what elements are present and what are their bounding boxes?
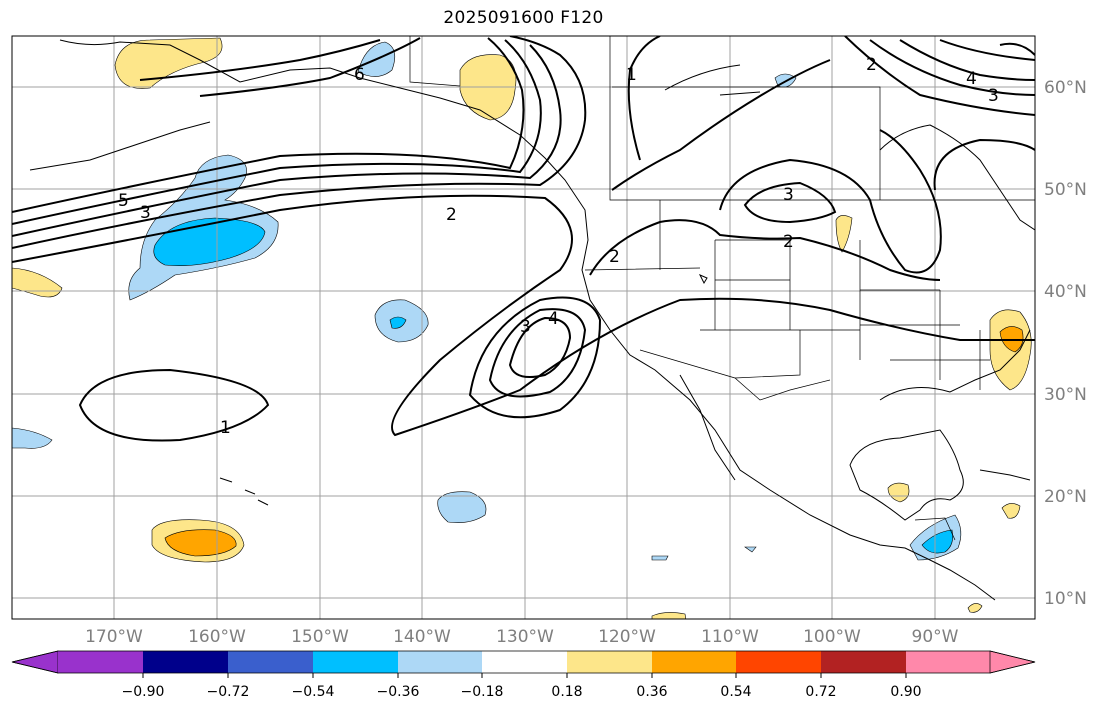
contour-label: 5 [118,191,129,211]
colorbar-segment [821,651,906,673]
negative-anomaly-core [389,316,407,329]
map-title: 2025091600 F120 [443,8,604,28]
latitude-label: 60°N [1044,78,1087,98]
colorbar-segment [736,651,821,673]
contour-label: 4 [966,69,977,89]
colorbar-tick-label: 0.72 [805,684,836,700]
positive-anomaly-region [651,612,687,619]
positive-anomaly-region [114,37,223,89]
longitude-axis: 170°W 160°W 150°W 140°W 130°W 120°W 110°… [85,627,959,647]
positive-anomaly-region [887,482,910,503]
colorbar-tick-label: −0.72 [207,684,250,700]
negative-anomaly-region [651,555,669,561]
colorbar-outline [11,650,1036,674]
negative-anomaly-core [921,529,953,554]
contour-label: 1 [220,418,231,438]
contour-lines [12,36,1035,442]
longitude-label: 140°W [393,627,451,647]
colorbar-tick-label: −0.54 [292,684,335,700]
contour-label: 3 [140,203,151,223]
positive-anomaly-region [12,267,63,298]
colorbar-tick-label: −0.90 [122,684,165,700]
colorbar-tick-label: 0.54 [720,684,751,700]
negative-anomaly-region [744,546,757,553]
longitude-label: 100°W [803,627,861,647]
positive-anomaly-region [835,215,853,253]
political-borders [409,36,1035,541]
longitude-label: 130°W [496,627,554,647]
map-frame [11,35,1036,620]
colorbar-segment [906,651,990,673]
colorbar-tick-label: 0.90 [890,684,921,700]
longitude-label: 120°W [598,627,656,647]
contour-label: 2 [783,232,794,252]
longitude-label: 90°W [912,627,959,647]
colorbar-tick-label: −0.18 [461,684,504,700]
latitude-label: 10°N [1044,589,1087,609]
contour-label: 3 [520,317,531,337]
colorbar-segment [482,651,567,673]
positive-anomaly-region [1001,503,1021,519]
positive-anomaly-core [164,529,237,557]
colorbar-segment [567,651,652,673]
longitude-label: 160°W [188,627,246,647]
colorbar-extend-min [11,650,59,674]
positive-anomaly-region [967,603,983,613]
coastlines [29,39,1035,601]
colorbar-segment [143,651,228,673]
longitude-label: 110°W [701,627,759,647]
negative-anomaly-region [12,427,53,449]
latitude-axis: 60°N 50°N 40°N 30°N 20°N 10°N [1044,78,1087,609]
longitude-label: 170°W [85,627,143,647]
contour-label: 2 [446,205,457,225]
contour-label: 1 [626,65,637,85]
colorbar-segment [398,651,482,673]
contour-label: 3 [783,185,794,205]
contour-label: 6 [354,65,365,85]
colorbar-tick-label: 0.18 [551,684,582,700]
colorbar: −0.90 −0.72 −0.54 −0.36 −0.18 0.18 0.36 … [11,650,1036,700]
contour-label: 2 [866,55,877,75]
latitude-label: 40°N [1044,282,1087,302]
contour-labels: 5 3 2 6 1 2 4 3 3 2 2 3 4 1 [118,55,999,438]
contour-label: 4 [548,309,559,329]
colorbar-tick-label: 0.36 [636,684,667,700]
contour-label: 3 [988,86,999,106]
map-area: 5 3 2 6 1 2 4 3 3 2 2 3 4 1 [12,36,1035,619]
colorbar-tick-label: −0.36 [377,684,420,700]
colorbar-extend-max [989,650,1036,674]
negative-anomaly-region [437,491,487,523]
latitude-label: 20°N [1044,487,1087,507]
latitude-label: 30°N [1044,385,1087,405]
colorbar-segment [58,651,143,673]
latitude-label: 50°N [1044,180,1087,200]
longitude-label: 150°W [291,627,349,647]
contour-label: 2 [609,247,620,267]
colorbar-segment [313,651,398,673]
colorbar-segment [228,651,313,673]
colorbar-segment [652,651,736,673]
